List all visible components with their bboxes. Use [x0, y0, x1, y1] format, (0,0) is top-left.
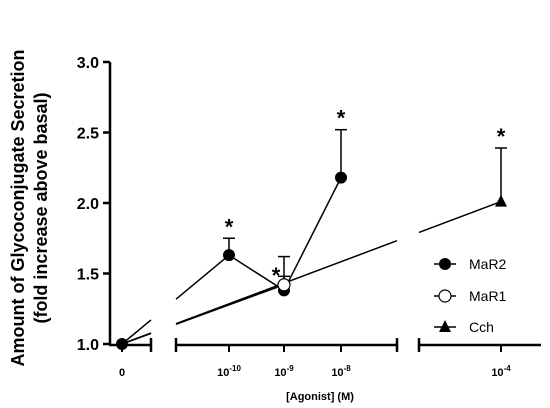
legend: MaR2 MaR1 Cch [434, 256, 507, 335]
significance-marker: * [225, 214, 234, 239]
series-line-mar2 [283, 177, 342, 291]
x-tick-label: 10-9 [274, 364, 294, 379]
y-tick-label: 3.0 [77, 55, 99, 72]
y-tick-label: 2.0 [77, 196, 99, 213]
legend-marker-mar1 [438, 289, 452, 303]
y-axis-label-line2: (fold increase above basal) [31, 92, 51, 323]
x-tick-label: 10-8 [331, 364, 351, 379]
data-point-mar2 [335, 171, 347, 184]
data-point-cch [495, 194, 507, 207]
x-axis-label: [Agonist] (M) [286, 391, 354, 403]
legend-marker-cch [439, 320, 451, 332]
data-point-mar2 [223, 249, 235, 262]
y-tick-label: 1.5 [77, 267, 99, 284]
series-line-mar2 [228, 254, 285, 292]
significance-marker: * [497, 124, 506, 149]
x-tick-label: 10-4 [491, 364, 511, 379]
axes: 1.0 1.5 2.0 2.5 3.0 0 10-10 10-9 10-8 10-4 [77, 55, 541, 379]
data-point-mar2 [116, 338, 128, 350]
y-tick-label: 1.0 [77, 337, 99, 354]
y-tick-label: 2.5 [77, 126, 99, 143]
series-line-mar2 [175, 254, 230, 300]
x-tick-label: 0 [119, 367, 125, 379]
x-tick-label: 10-10 [217, 364, 241, 379]
series-line-mar2 [121, 319, 152, 345]
legend-label-mar1: MaR1 [469, 288, 507, 304]
y-axis-label-line1: Amount of Glycoconjugate Secretion [8, 49, 28, 366]
legend-label-mar2: MaR2 [469, 256, 507, 272]
legend-label-cch: Cch [469, 319, 494, 335]
data-point-mar1 [277, 278, 291, 292]
series-line-cch [418, 200, 502, 234]
significance-marker: * [337, 106, 346, 131]
legend-marker-mar2 [439, 258, 451, 270]
y-axis-label: Amount of Glycoconjugate Secretion (fold… [8, 49, 51, 366]
significance-marker: * [272, 263, 281, 288]
series-markers: * * * * [116, 106, 507, 350]
